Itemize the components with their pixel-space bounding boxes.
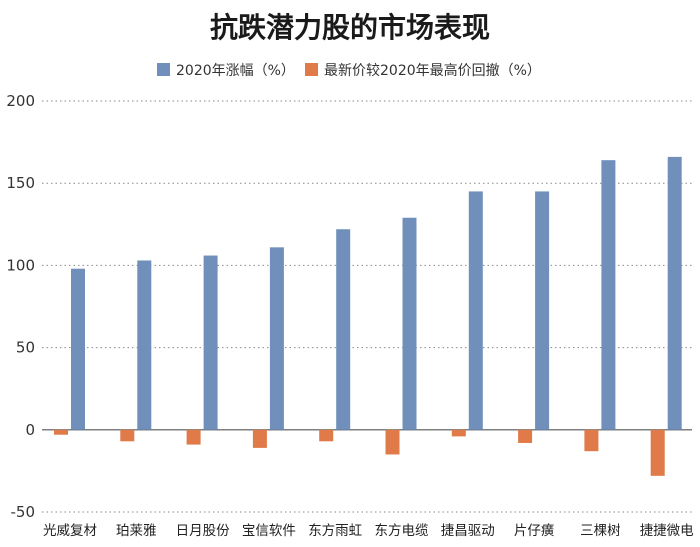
bar-growth	[203, 255, 218, 430]
bar-growth	[137, 260, 152, 430]
bar-growth	[336, 229, 351, 430]
bar-growth	[269, 247, 284, 430]
y-tick-label: -50	[11, 503, 36, 521]
x-category-label: 日月股份	[176, 523, 230, 539]
y-tick-label: 0	[25, 421, 35, 439]
x-category-label: 捷捷微电	[640, 523, 694, 539]
bar-drawdown	[120, 429, 135, 442]
x-category-label: 捷昌驱动	[441, 523, 495, 539]
bar-growth	[71, 268, 85, 430]
bar-drawdown	[319, 429, 334, 442]
legend-swatch-drawdown	[305, 63, 318, 76]
bar-drawdown	[451, 429, 466, 437]
legend-label-growth: 2020年涨幅（%）	[176, 63, 295, 79]
x-category-label: 片仔癀	[514, 522, 555, 539]
bar-drawdown	[186, 429, 201, 445]
x-category-label: 宝信软件	[242, 523, 296, 539]
bars	[54, 156, 682, 476]
legend-swatch-growth	[157, 63, 170, 76]
x-axis-categories: 光威复材 珀莱雅 日月股份 宝信软件 东方雨虹 东方电缆 捷昌驱动 片仔癀 三棵树 捷捷微电	[43, 522, 694, 539]
bar-growth	[402, 217, 417, 430]
y-tick-label: 50	[16, 339, 35, 357]
legend: 2020年涨幅（%） 最新价较2020年最高价回撤（%）	[157, 62, 541, 79]
bar-drawdown	[252, 429, 267, 448]
x-category-label: 东方电缆	[375, 523, 429, 539]
legend-label-drawdown: 最新价较2020年最高价回撤（%）	[324, 62, 541, 79]
y-axis-ticks: -50 0 50 100 150 200	[6, 92, 35, 521]
y-tick-label: 100	[6, 256, 35, 274]
bar-drawdown	[385, 429, 400, 455]
bar-growth	[535, 191, 550, 430]
x-category-label: 三棵树	[580, 523, 621, 539]
x-category-label: 光威复材	[43, 522, 97, 539]
x-category-label: 珀莱雅	[116, 523, 157, 539]
bar-growth	[667, 156, 682, 430]
x-category-label: 东方雨虹	[308, 523, 362, 539]
bar-drawdown	[584, 429, 599, 452]
bar-drawdown	[650, 429, 665, 476]
y-tick-label: 200	[6, 92, 35, 110]
bar-growth	[601, 160, 616, 430]
chart-title: 抗跌潜力股的市场表现	[210, 11, 490, 44]
y-tick-label: 150	[6, 174, 35, 192]
bar-drawdown	[518, 429, 533, 443]
bar-drawdown	[54, 429, 68, 435]
bar-growth	[468, 191, 483, 430]
